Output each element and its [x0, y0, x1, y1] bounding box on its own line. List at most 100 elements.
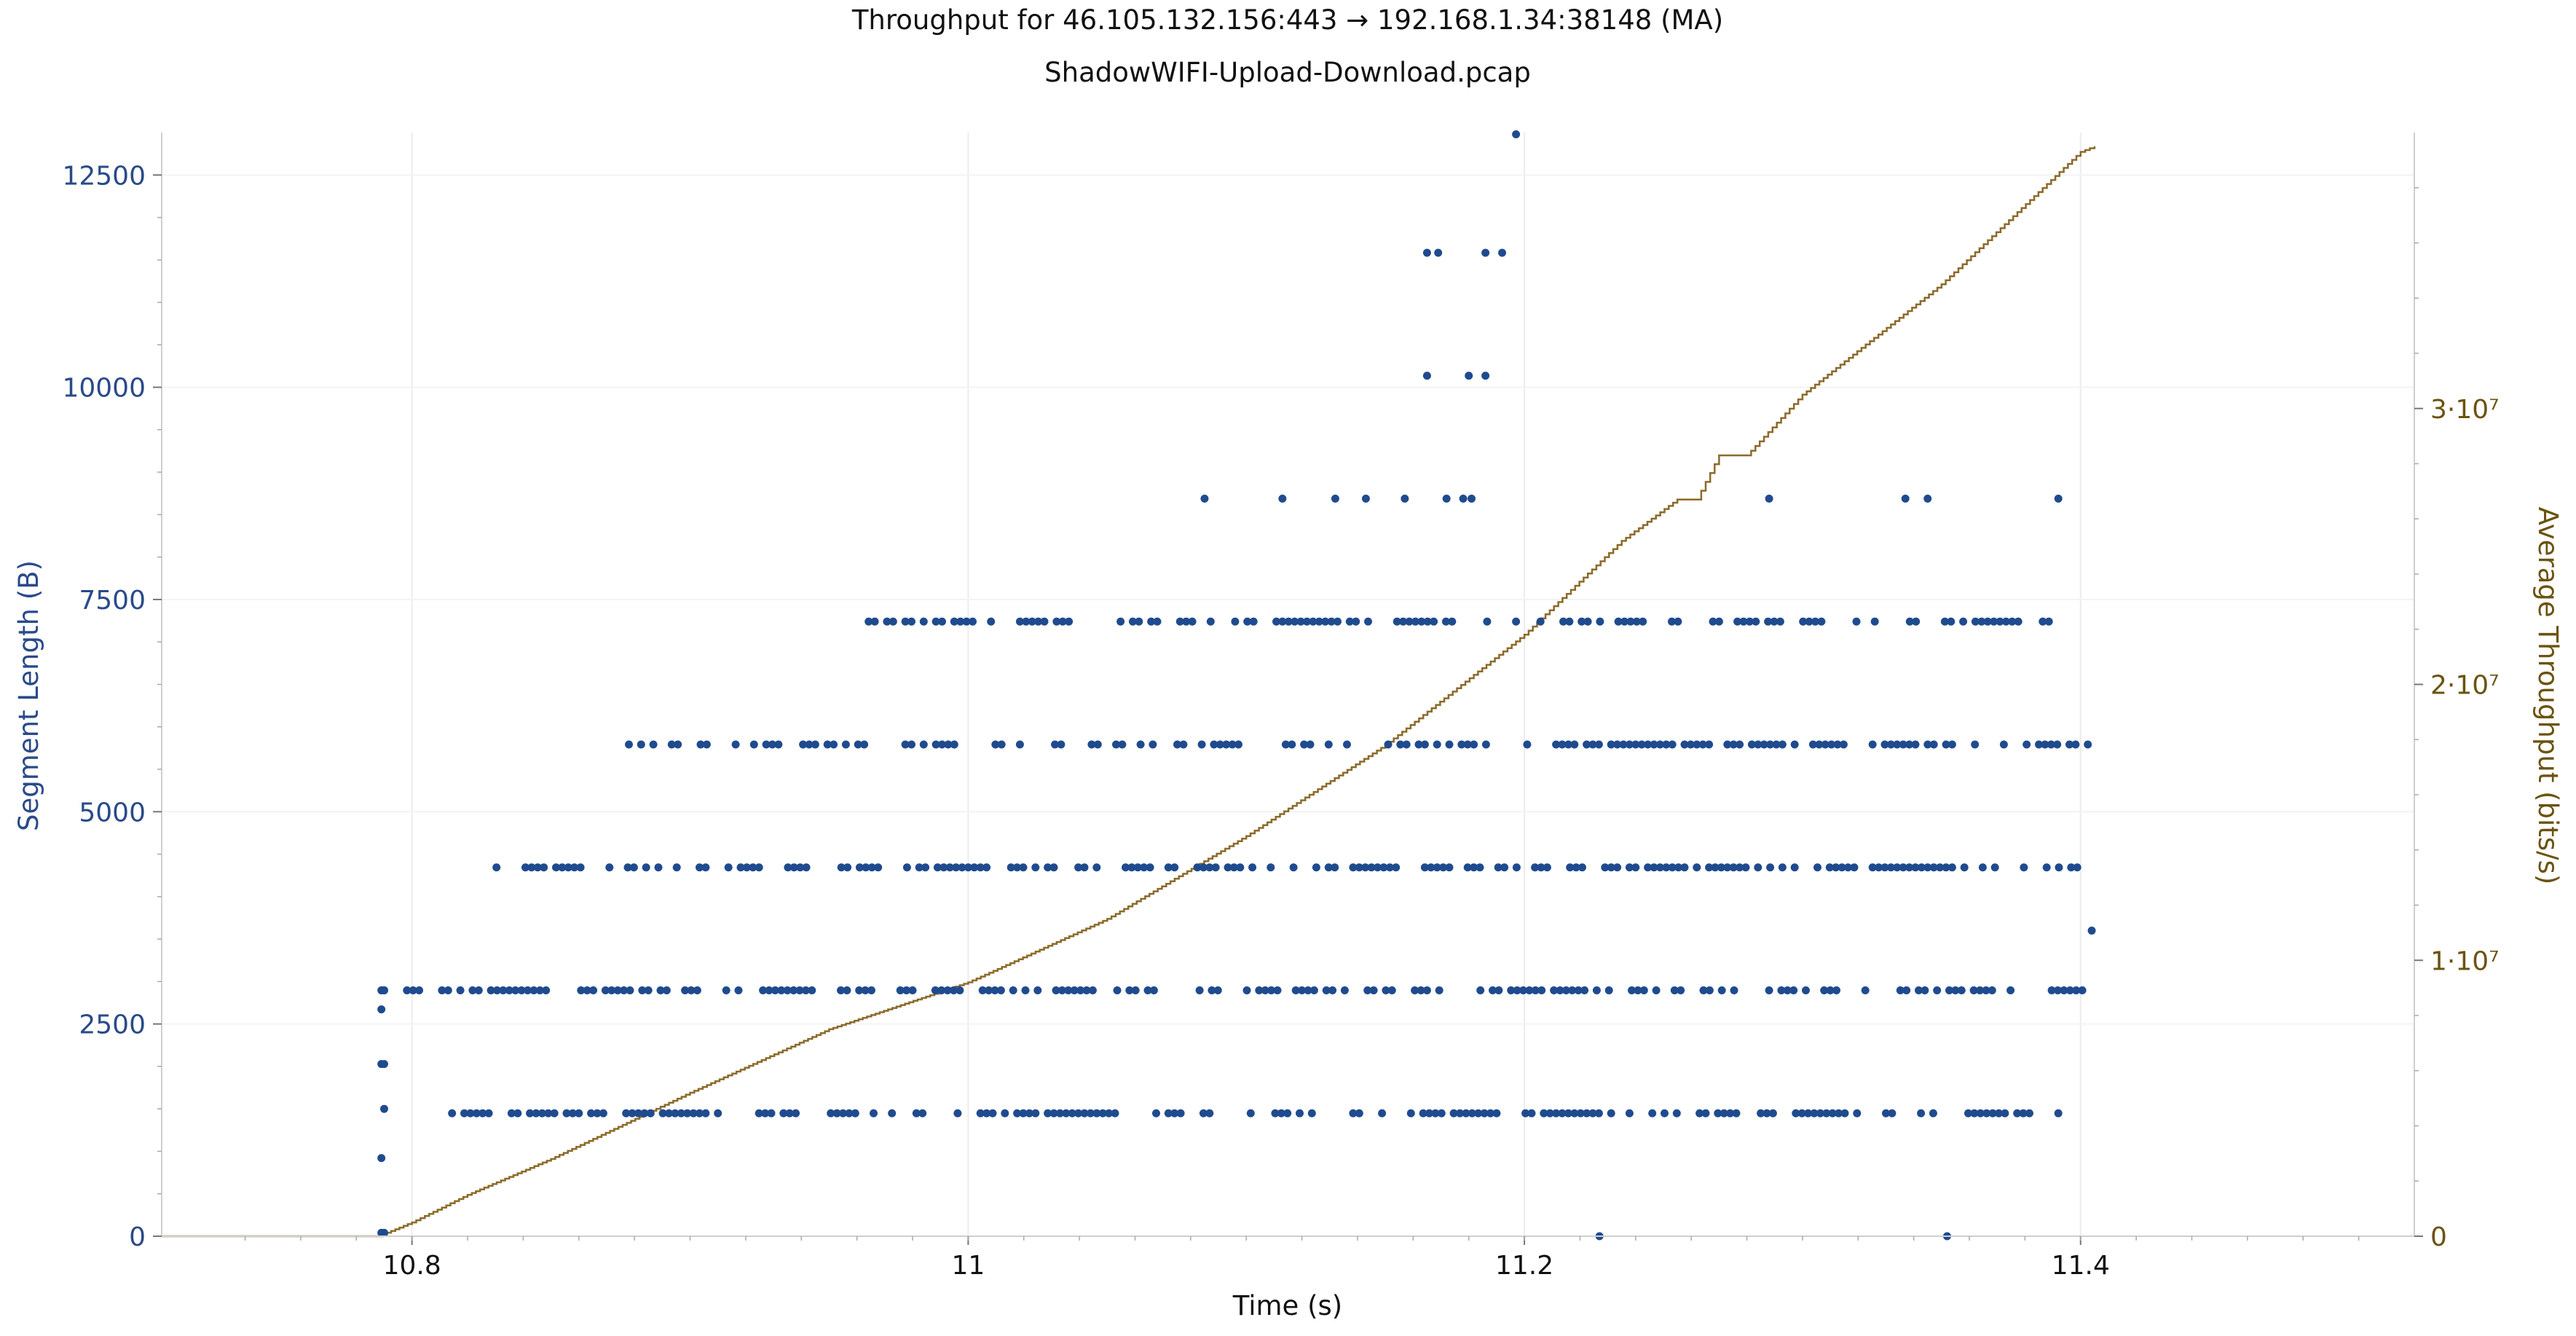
segment-dot — [620, 986, 629, 995]
segment-dot — [841, 740, 850, 749]
segment-dot — [1960, 863, 1969, 872]
segment-dot — [2054, 986, 2062, 995]
segment-dot — [1291, 617, 1299, 626]
segment-dot — [1561, 986, 1570, 995]
segment-dot — [2008, 617, 2017, 626]
segment-dot — [1850, 863, 1859, 872]
segment-dot — [1882, 1109, 1890, 1117]
segment-dot — [1052, 617, 1061, 626]
segment-dot — [1945, 986, 1953, 995]
segment-dot — [783, 986, 792, 995]
segment-dot — [1324, 863, 1333, 872]
segment-dot — [1976, 986, 1984, 995]
segment-dot — [953, 1109, 962, 1117]
segment-dot — [1905, 740, 1914, 749]
segment-dot — [1422, 986, 1431, 995]
segment-dot — [785, 1109, 794, 1117]
segment-dot — [1754, 740, 1762, 749]
segment-dot — [1631, 740, 1640, 749]
segment-dot — [1912, 617, 1921, 626]
segment-dot — [1730, 986, 1738, 995]
segment-dot — [2042, 863, 2051, 872]
segment-dot — [1720, 1109, 1728, 1117]
segment-dot — [2035, 740, 2043, 749]
segment-dot — [1176, 1109, 1185, 1117]
segment-dot — [1498, 248, 1507, 257]
segment-dot — [1423, 617, 1432, 626]
segment-dot — [1650, 740, 1658, 749]
segment-dot — [562, 1109, 571, 1117]
segment-dot — [1213, 986, 1222, 995]
segment-dot — [1565, 617, 1574, 626]
segment-dot — [667, 740, 676, 749]
segment-dot — [696, 740, 705, 749]
segment-dot — [1307, 1109, 1316, 1117]
segment-dot — [1507, 986, 1516, 995]
segment-dot — [945, 863, 954, 872]
segment-dot — [1208, 986, 1216, 995]
segment-dot — [1776, 617, 1784, 626]
segment-dot — [912, 1109, 921, 1117]
segment-dot — [1705, 863, 1714, 872]
segment-dot — [997, 740, 1006, 749]
segment-dot — [1001, 1109, 1009, 1117]
segment-dot — [931, 740, 940, 749]
segment-dot — [1917, 1109, 1926, 1117]
segment-dot — [1741, 863, 1750, 872]
segment-dot — [377, 1005, 386, 1014]
segment-dot — [1074, 1109, 1083, 1117]
segment-dot — [1840, 1109, 1849, 1117]
segment-dot — [1628, 986, 1636, 995]
segment-dot — [1331, 863, 1339, 872]
segment-dot — [902, 986, 911, 995]
segment-dot — [1401, 495, 1409, 503]
segment-dot — [683, 1109, 692, 1117]
segment-dot — [1445, 863, 1454, 872]
segment-dot — [1173, 740, 1181, 749]
segment-dot — [1596, 617, 1604, 626]
segment-dot — [2073, 863, 2081, 872]
segment-dot — [1552, 740, 1561, 749]
segment-dot — [1832, 863, 1840, 872]
segment-dot — [505, 986, 513, 995]
segment-dot — [1868, 863, 1877, 872]
segment-dot — [1604, 986, 1613, 995]
segment-dot — [1512, 130, 1521, 138]
segment-dot — [1768, 1109, 1777, 1117]
segment-dot — [1821, 740, 1829, 749]
segment-dot — [1304, 986, 1312, 995]
segment-dot — [851, 1109, 859, 1117]
segment-dot — [1147, 617, 1156, 626]
segment-dot — [1474, 1109, 1483, 1117]
segment-dot — [742, 863, 751, 872]
segment-dot — [1070, 986, 1079, 995]
segment-dot — [771, 986, 779, 995]
segment-dot — [2013, 1109, 2022, 1117]
segment-dot — [1255, 986, 1264, 995]
segment-dot — [1723, 740, 1732, 749]
segment-dot — [1328, 986, 1337, 995]
segment-dot — [1369, 986, 1378, 995]
segment-dot — [2022, 740, 2031, 749]
segment-dot — [1805, 617, 1813, 626]
segment-dot — [759, 986, 768, 995]
segment-dot — [774, 740, 783, 749]
segment-dot — [1393, 617, 1401, 626]
segment-dot — [1321, 617, 1330, 626]
segment-dot — [1022, 617, 1031, 626]
segment-dot — [978, 986, 987, 995]
segment-dot — [1457, 740, 1466, 749]
segment-dot — [714, 1109, 722, 1117]
segment-dot — [931, 986, 940, 995]
segment-dot — [1113, 986, 1122, 995]
segment-dot — [1839, 740, 1848, 749]
segment-dot — [1655, 740, 1664, 749]
segment-dot — [1058, 617, 1067, 626]
segment-dot — [837, 986, 845, 995]
segment-dot — [1086, 1109, 1095, 1117]
segment-dot — [1747, 740, 1756, 749]
segment-dot — [587, 1109, 596, 1117]
segment-dot — [649, 740, 658, 749]
segment-dot — [1709, 617, 1717, 626]
